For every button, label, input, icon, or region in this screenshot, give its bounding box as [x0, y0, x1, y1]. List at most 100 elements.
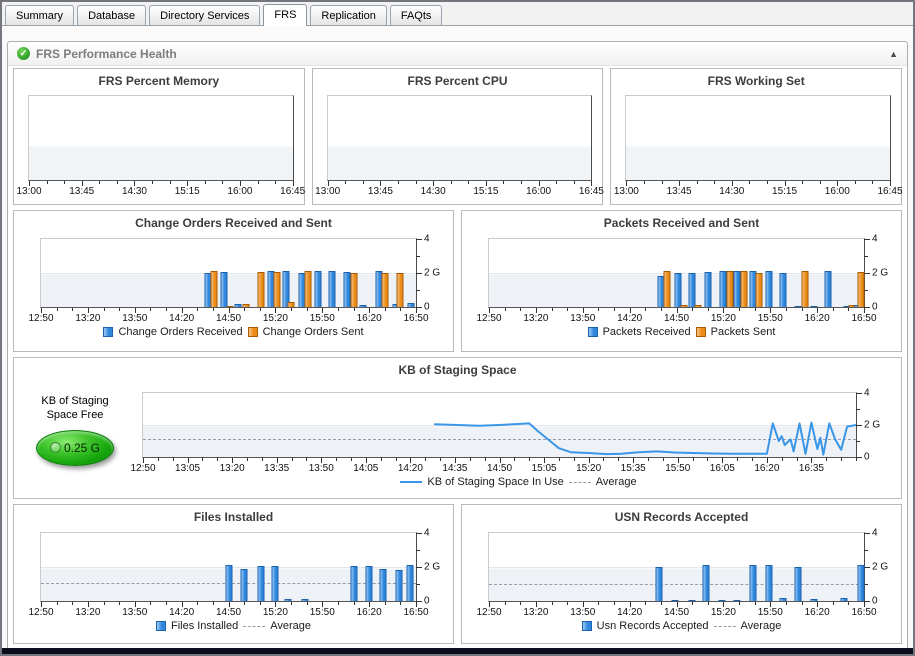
- x-axis-label: 15:50: [309, 313, 335, 324]
- x-major-tick: [321, 458, 323, 463]
- x-axis-label: 14:50: [663, 607, 690, 618]
- x-minor-tick: [551, 308, 553, 311]
- bar: [688, 599, 696, 601]
- chart-panel-frs-percent-cpu: FRS Percent CPU 13:00 13:45 14:30 15:15 16:0…: [311, 68, 604, 205]
- x-minor-tick: [291, 602, 292, 605]
- x-minor-tick: [603, 458, 605, 461]
- x-axis-label: 13:20: [523, 313, 549, 324]
- staging-gauge-label-line1: KB of Staging: [41, 395, 109, 407]
- bar: [663, 271, 671, 307]
- legend-label: Packets Received: [602, 326, 691, 338]
- x-major-tick: [731, 181, 733, 186]
- x-minor-tick: [707, 308, 709, 311]
- x-minor-tick: [614, 602, 615, 605]
- tab-replication[interactable]: Replication: [310, 5, 387, 25]
- x-minor-tick: [801, 602, 803, 605]
- legend-label: Files Installed: [170, 620, 239, 632]
- x-minor-tick: [72, 602, 74, 605]
- x-major-tick: [322, 308, 324, 313]
- y-tick: [864, 256, 868, 257]
- x-minor-tick: [696, 181, 698, 184]
- x-minor-tick: [598, 308, 600, 311]
- chart-legend: KB of Staging Space In Use Average: [136, 474, 901, 490]
- x-minor-tick: [514, 458, 516, 461]
- x-axis-label: 16:35: [798, 463, 824, 474]
- x-axis-label: 15:50: [757, 607, 783, 618]
- x-axis-label: 13:50: [570, 607, 596, 618]
- x-minor-tick: [222, 181, 224, 184]
- x-minor-tick: [400, 308, 402, 311]
- x-major-tick: [275, 308, 277, 313]
- x-minor-tick: [336, 458, 338, 461]
- bar: [406, 565, 414, 601]
- x-minor-tick: [618, 458, 620, 461]
- bar: [765, 565, 773, 601]
- x-axis-label: 16:20: [804, 313, 830, 324]
- legend-swatch-bar: [695, 327, 706, 337]
- bar: [314, 271, 322, 307]
- x-axis-label: 16:00: [824, 186, 850, 197]
- x-major-tick: [677, 458, 679, 463]
- collapse-icon[interactable]: ▲: [889, 48, 898, 59]
- x-axis-label: 15:20: [262, 607, 288, 618]
- x-minor-tick: [796, 458, 798, 461]
- x-major-tick: [29, 181, 30, 186]
- y-axis-label: 4: [424, 233, 430, 245]
- bar: [733, 599, 741, 601]
- x-minor-tick: [353, 308, 355, 311]
- x-minor-tick: [752, 458, 754, 461]
- chart-title: USN Records Accepted: [614, 510, 749, 524]
- x-axis-label: 16:20: [356, 607, 382, 618]
- x-minor-tick: [643, 181, 645, 184]
- x-minor-tick: [504, 602, 506, 605]
- bar: [694, 304, 702, 307]
- tab-frs[interactable]: FRS: [263, 4, 308, 26]
- x-axis-label: 12:50: [130, 463, 156, 474]
- x-axis-label: 14:35: [442, 463, 468, 474]
- x-major-tick: [676, 602, 678, 607]
- x-minor-tick: [766, 181, 768, 184]
- tab-faqts[interactable]: FAQts: [389, 5, 443, 25]
- x-minor-tick: [415, 181, 417, 184]
- y-tick: [864, 273, 870, 274]
- x-major-tick: [633, 458, 635, 463]
- x-minor-tick: [802, 181, 804, 184]
- x-major-tick: [629, 308, 631, 313]
- x-minor-tick: [362, 181, 364, 184]
- x-minor-tick: [573, 181, 575, 184]
- x-minor-tick: [350, 458, 352, 461]
- x-major-tick: [410, 458, 412, 463]
- x-minor-tick: [202, 458, 204, 461]
- chart-panel-change-orders: Change Orders Received and Sent 12:50 13:…: [13, 210, 454, 352]
- x-major-tick: [588, 458, 590, 463]
- x-minor-tick: [826, 458, 828, 461]
- x-major-tick: [890, 181, 892, 186]
- x-minor-tick: [781, 458, 783, 461]
- tab-directory-services[interactable]: Directory Services: [149, 5, 261, 25]
- bar: [284, 599, 292, 601]
- y-tick: [856, 457, 862, 458]
- x-minor-tick: [395, 458, 397, 461]
- y-axis-label: 0: [424, 595, 430, 607]
- chart-title: Packets Received and Sent: [603, 216, 760, 230]
- y-tick: [864, 601, 870, 602]
- x-axis-label: 16:45: [578, 186, 604, 197]
- x-minor-tick: [573, 458, 575, 461]
- bar: [857, 565, 865, 601]
- x-axis-label: 13:05: [175, 463, 201, 474]
- tab-database[interactable]: Database: [77, 5, 147, 25]
- tab-summary[interactable]: Summary: [5, 5, 75, 25]
- legend-swatch-bar: [155, 621, 166, 631]
- x-major-tick: [369, 308, 371, 313]
- chart-title: FRS Percent Memory: [98, 74, 220, 88]
- x-minor-tick: [503, 181, 505, 184]
- bar: [840, 598, 848, 601]
- x-major-tick: [228, 602, 230, 607]
- staging-gauge-column: KB of Staging Space Free 0.25 G: [14, 378, 136, 490]
- frs-health-panel-header[interactable]: ✓ FRS Performance Health ▲: [8, 42, 907, 66]
- x-major-tick: [864, 602, 865, 607]
- x-major-tick: [369, 602, 371, 607]
- health-ok-icon: ✓: [17, 47, 30, 60]
- bar: [810, 599, 818, 601]
- y-tick: [416, 239, 422, 240]
